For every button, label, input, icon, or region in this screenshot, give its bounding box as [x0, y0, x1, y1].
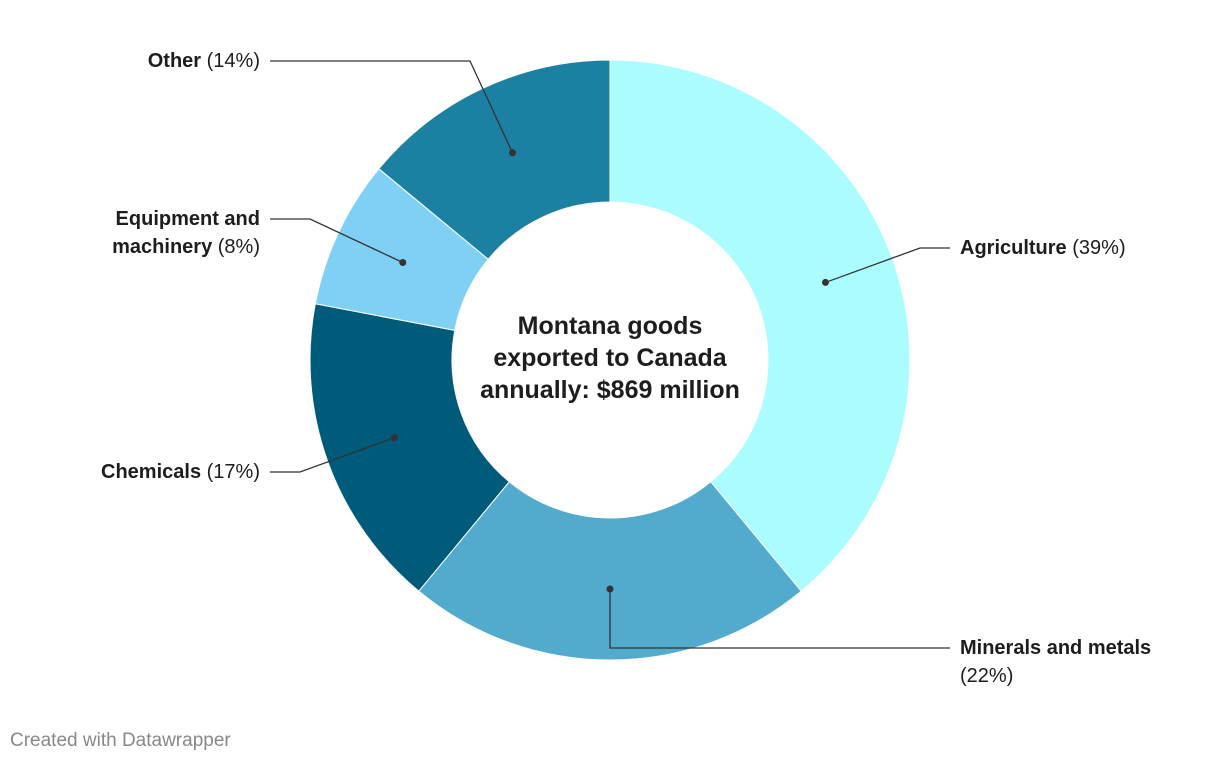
leader-line: [609, 589, 950, 649]
donut-slice: [309, 303, 510, 592]
leader-dot: [821, 278, 829, 286]
slice-label: Agriculture (39%): [960, 234, 1210, 262]
slice-label: Other (14%): [0, 47, 260, 75]
leader-dot: [508, 149, 516, 157]
slice-label: Chemicals (17%): [0, 458, 260, 486]
value-label: (8%): [217, 236, 260, 258]
slice-label: Minerals and metals (22%): [960, 634, 1190, 690]
category-name: Minerals and metals: [960, 637, 1152, 659]
leader-line: [270, 218, 404, 264]
donut-slice: [378, 59, 611, 260]
leader-dot: [606, 585, 614, 593]
donut-slice: [609, 59, 911, 592]
center-text: Montana goods exported to Canada annuall…: [480, 312, 740, 404]
category-name: Other: [147, 50, 202, 72]
category-name: Chemicals: [101, 461, 202, 483]
leader-line: [270, 60, 514, 154]
value-label: (39%): [1072, 237, 1126, 259]
value-label: (22%): [960, 665, 1014, 687]
leader-dot: [391, 434, 399, 442]
leader-line: [270, 436, 395, 473]
value-label: (14%): [206, 50, 260, 72]
value-label: (17%): [206, 461, 260, 483]
leader-line: [825, 247, 950, 284]
donut-slice: [418, 481, 802, 661]
category-name: Agriculture: [960, 237, 1067, 259]
category-name: Equipment and machinery: [112, 208, 260, 258]
slice-label: Equipment and machinery (8%): [85, 205, 260, 261]
footer: Created with Datawrapper: [10, 730, 231, 751]
leader-dot: [399, 258, 407, 266]
